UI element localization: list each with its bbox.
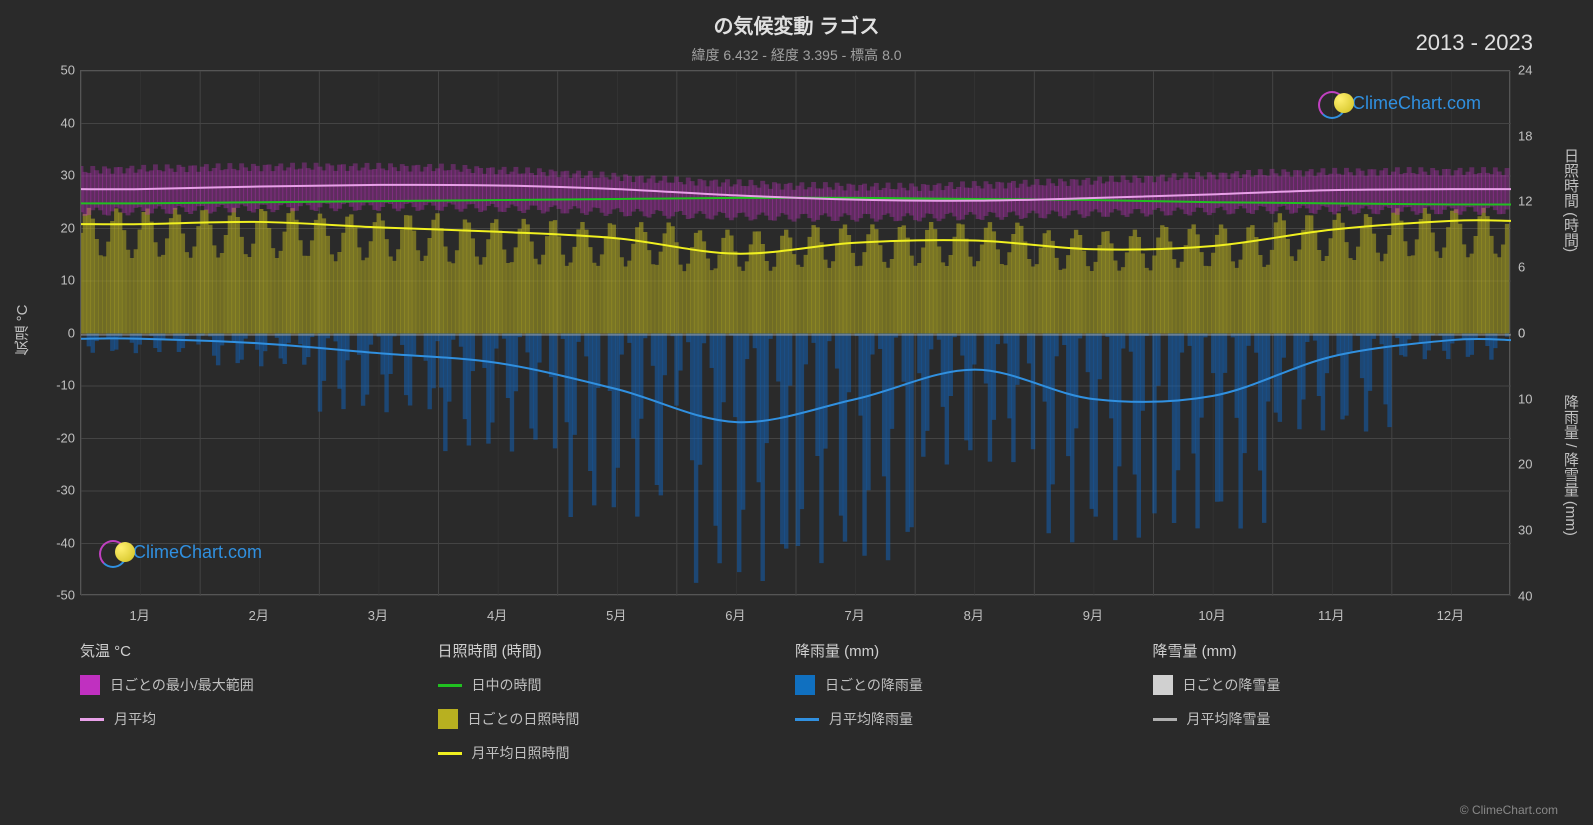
chart-title: の気候変動 ラゴス <box>0 0 1593 39</box>
logo-icon <box>1318 89 1346 117</box>
y-axis-right-top-label: 日照時間 (時間) <box>1560 148 1581 252</box>
y-left-tick: 40 <box>61 115 75 130</box>
legend-col-sunshine: 日照時間 (時間) 日中の時間日ごとの日照時間月平均日照時間 <box>438 640 796 763</box>
legend-col-temp: 気温 °C 日ごとの最小/最大範囲月平均 <box>80 640 438 763</box>
legend-label: 月平均降雨量 <box>829 709 913 729</box>
x-tick: 2月 <box>249 605 269 624</box>
legend-item: 日ごとの最小/最大範囲 <box>80 675 438 695</box>
legend-swatch <box>1153 718 1177 721</box>
legend-header: 気温 °C <box>80 640 438 661</box>
x-tick: 3月 <box>368 605 388 624</box>
legend-label: 月平均日照時間 <box>472 743 570 763</box>
y-axis-left: 50403020100-10-20-30-40-50 <box>40 70 75 595</box>
legend-item: 月平均 <box>80 709 438 729</box>
legend-label: 日ごとの最小/最大範囲 <box>110 675 254 695</box>
legend-item: 日ごとの日照時間 <box>438 709 796 729</box>
y-axis-right-bottom-label: 降雨量 / 降雪量 (mm) <box>1560 394 1581 536</box>
logo-icon <box>99 538 127 566</box>
y-left-tick: -10 <box>56 378 75 393</box>
legend-col-snow: 降雪量 (mm) 日ごとの降雪量月平均降雪量 <box>1153 640 1511 763</box>
x-tick: 4月 <box>487 605 507 624</box>
legend-label: 日ごとの日照時間 <box>468 709 580 729</box>
legend-swatch <box>438 752 462 755</box>
legend-item: 月平均降雨量 <box>795 709 1153 729</box>
legend-swatch <box>80 718 104 721</box>
x-axis: 1月 2月 3月 4月 5月 6月 7月 8月 9月 10月 11月 12月 <box>80 600 1510 625</box>
logo-text: ClimeChart.com <box>1352 93 1481 114</box>
legend-label: 日ごとの降雪量 <box>1183 675 1281 695</box>
date-range-label: 2013 - 2023 <box>1416 30 1533 56</box>
x-tick: 7月 <box>844 605 864 624</box>
y-left-tick: -30 <box>56 483 75 498</box>
legend-label: 月平均降雪量 <box>1187 709 1271 729</box>
legend: 気温 °C 日ごとの最小/最大範囲月平均 日照時間 (時間) 日中の時間日ごとの日照… <box>80 640 1510 763</box>
legend-swatch <box>438 684 462 687</box>
y-axis-right-bottom: 010203040 <box>1518 333 1553 596</box>
x-tick: 10月 <box>1198 605 1225 624</box>
legend-header: 降雨量 (mm) <box>795 640 1153 661</box>
y-right-bottom-tick: 0 <box>1518 326 1525 341</box>
y-left-tick: 0 <box>68 325 75 340</box>
y-axis-right-top: 24181260 <box>1518 70 1553 333</box>
y-right-top-tick: 24 <box>1518 63 1532 78</box>
y-left-tick: 30 <box>61 168 75 183</box>
y-left-tick: -50 <box>56 588 75 603</box>
climate-chart: の気候変動 ラゴス 緯度 6.432 - 経度 3.395 - 標高 8.0 2… <box>0 0 1593 825</box>
legend-item: 日中の時間 <box>438 675 796 695</box>
x-tick: 5月 <box>606 605 626 624</box>
legend-item: 月平均日照時間 <box>438 743 796 763</box>
chart-subtitle: 緯度 6.432 - 経度 3.395 - 標高 8.0 <box>0 39 1593 65</box>
y-left-tick: 50 <box>61 63 75 78</box>
x-tick: 1月 <box>129 605 149 624</box>
y-left-tick: -40 <box>56 535 75 550</box>
legend-swatch <box>1153 675 1173 695</box>
legend-label: 日中の時間 <box>472 675 542 695</box>
legend-label: 月平均 <box>114 709 156 729</box>
legend-label: 日ごとの降雨量 <box>825 675 923 695</box>
y-left-tick: -20 <box>56 430 75 445</box>
x-tick: 6月 <box>725 605 745 624</box>
watermark-logo-top: ClimeChart.com <box>1318 89 1481 117</box>
y-right-bottom-tick: 30 <box>1518 522 1532 537</box>
y-right-bottom-tick: 40 <box>1518 588 1532 603</box>
x-tick: 12月 <box>1437 605 1464 624</box>
x-tick: 11月 <box>1318 605 1345 624</box>
logo-text: ClimeChart.com <box>133 542 262 563</box>
legend-swatch <box>795 718 819 721</box>
chart-svg <box>81 71 1511 596</box>
y-left-tick: 20 <box>61 220 75 235</box>
y-right-top-tick: 6 <box>1518 259 1525 274</box>
legend-swatch <box>80 675 100 695</box>
legend-swatch <box>438 709 458 729</box>
legend-item: 月平均降雪量 <box>1153 709 1511 729</box>
y-right-top-tick: 12 <box>1518 194 1532 209</box>
legend-item: 日ごとの降雪量 <box>1153 675 1511 695</box>
legend-swatch <box>795 675 815 695</box>
y-right-top-tick: 18 <box>1518 128 1532 143</box>
credit-label: © ClimeChart.com <box>1460 803 1558 817</box>
y-right-bottom-tick: 20 <box>1518 457 1532 472</box>
y-left-tick: 10 <box>61 273 75 288</box>
y-right-bottom-tick: 10 <box>1518 391 1532 406</box>
plot-area: ClimeChart.com ClimeChart.com <box>80 70 1510 595</box>
legend-header: 降雪量 (mm) <box>1153 640 1511 661</box>
legend-col-rain: 降雨量 (mm) 日ごとの降雨量月平均降雨量 <box>795 640 1153 763</box>
legend-header: 日照時間 (時間) <box>438 640 796 661</box>
x-tick: 9月 <box>1083 605 1103 624</box>
x-tick: 8月 <box>964 605 984 624</box>
watermark-logo-bottom: ClimeChart.com <box>99 538 262 566</box>
y-axis-left-label: 気温 °C <box>12 305 33 356</box>
legend-item: 日ごとの降雨量 <box>795 675 1153 695</box>
